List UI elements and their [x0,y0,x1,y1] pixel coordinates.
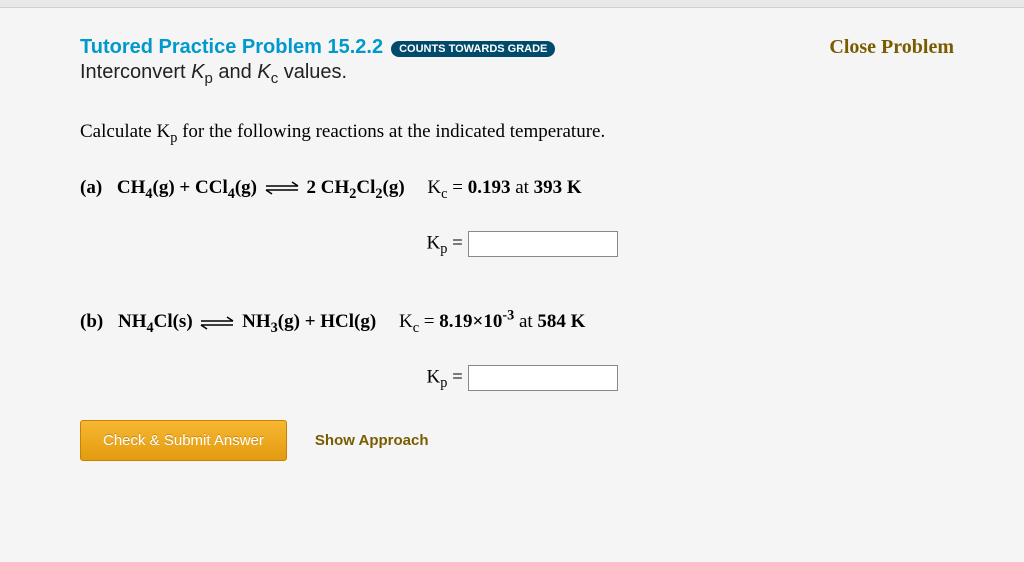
a-r1sub: 4 [145,186,152,202]
problem-title: Tutored Practice Problem 15.2.2 [80,36,383,58]
part-a-equation: CH4(g) + CCl4(g) 2 CH2Cl2(g) Kc = 0.193 … [117,177,582,198]
a-temp: 393 K [534,177,582,198]
b-kc: Kc = 8.19×10-3 at 584 K [399,311,585,332]
check-submit-button[interactable]: Check & Submit Answer [80,420,287,461]
kp-row-b: Kp = [80,365,964,392]
title-block: Tutored Practice Problem 15.2.2 COUNTS T… [80,36,555,87]
kc-eq-b: = [419,311,439,332]
kp-pre-a: K [426,232,440,253]
instr-prefix: Calculate K [80,121,170,142]
part-a: (a) CH4(g) + CCl4(g) 2 CH2Cl2(g) Kc = 0.… [80,177,964,203]
at-a: at [510,177,533,198]
kp-pre-b: K [426,366,440,387]
part-a-label: (a) [80,177,102,198]
button-row: Check & Submit Answer Show Approach [80,420,964,461]
instr-suffix: for the following reactions at the indic… [177,121,605,142]
kp-row-a: Kp = [80,231,964,258]
kc-pre-b: K [399,311,413,332]
a-r1: CH [117,177,146,198]
part-b: (b) NH4Cl(s) NH3(g) + HCl(g) Kc = 8.19×1… [80,308,964,337]
a-p1mid: Cl [356,177,375,198]
a-r1bsub: 4 [228,186,235,202]
a-kcval: 0.193 [468,177,511,198]
a-kc: Kc = 0.193 at 393 K [427,177,581,198]
a-p1sub2: 2 [375,186,382,202]
b-r1: NH [118,311,147,332]
title-line-wrap: Tutored Practice Problem 15.2.2 COUNTS T… [80,36,555,59]
b-r1mid: Cl(s) [154,311,193,332]
equilibrium-arrow-icon [197,315,237,331]
header-row: Tutored Practice Problem 15.2.2 COUNTS T… [80,36,964,87]
at-b: at [514,311,537,332]
close-problem-link[interactable]: Close Problem [829,36,954,59]
a-r1ph: (g) + CCl [153,177,228,198]
a-p1ph: (g) [383,177,405,198]
kp-suf-b: = [447,366,467,387]
kp-input-a[interactable] [468,231,618,257]
problem-subtitle: Interconvert Kp and Kc values. [80,61,555,87]
kp-input-b[interactable] [468,365,618,391]
part-b-equation: NH4Cl(s) NH3(g) + HCl(g) Kc = 8.19×10-3 … [118,311,585,332]
b-r1sub: 4 [146,320,153,336]
kp-suf-a: = [447,232,467,253]
subtitle-suffix: values. [278,61,347,83]
show-approach-link[interactable]: Show Approach [315,432,429,449]
b-kcval: 8.19×10 [439,311,502,332]
b-p1ph: (g) + HCl(g) [278,311,376,332]
part-b-label: (b) [80,311,103,332]
a-r1bph: (g) [235,177,257,198]
b-temp: 584 K [537,311,585,332]
top-divider [0,0,1024,8]
problem-page: Tutored Practice Problem 15.2.2 COUNTS T… [0,8,1024,481]
b-p1: NH [242,311,271,332]
kc-eq-a: = [447,177,467,198]
b-p1sub: 3 [271,320,278,336]
a-p1: 2 CH [307,177,350,198]
grade-badge: COUNTS TOWARDS GRADE [391,41,555,57]
equilibrium-arrow-icon [262,180,302,196]
subtitle-prefix: Interconvert [80,61,191,83]
b-kcexp: -3 [502,308,514,324]
kc-pre-a: K [427,177,441,198]
instruction-text: Calculate Kp for the following reactions… [80,121,964,147]
